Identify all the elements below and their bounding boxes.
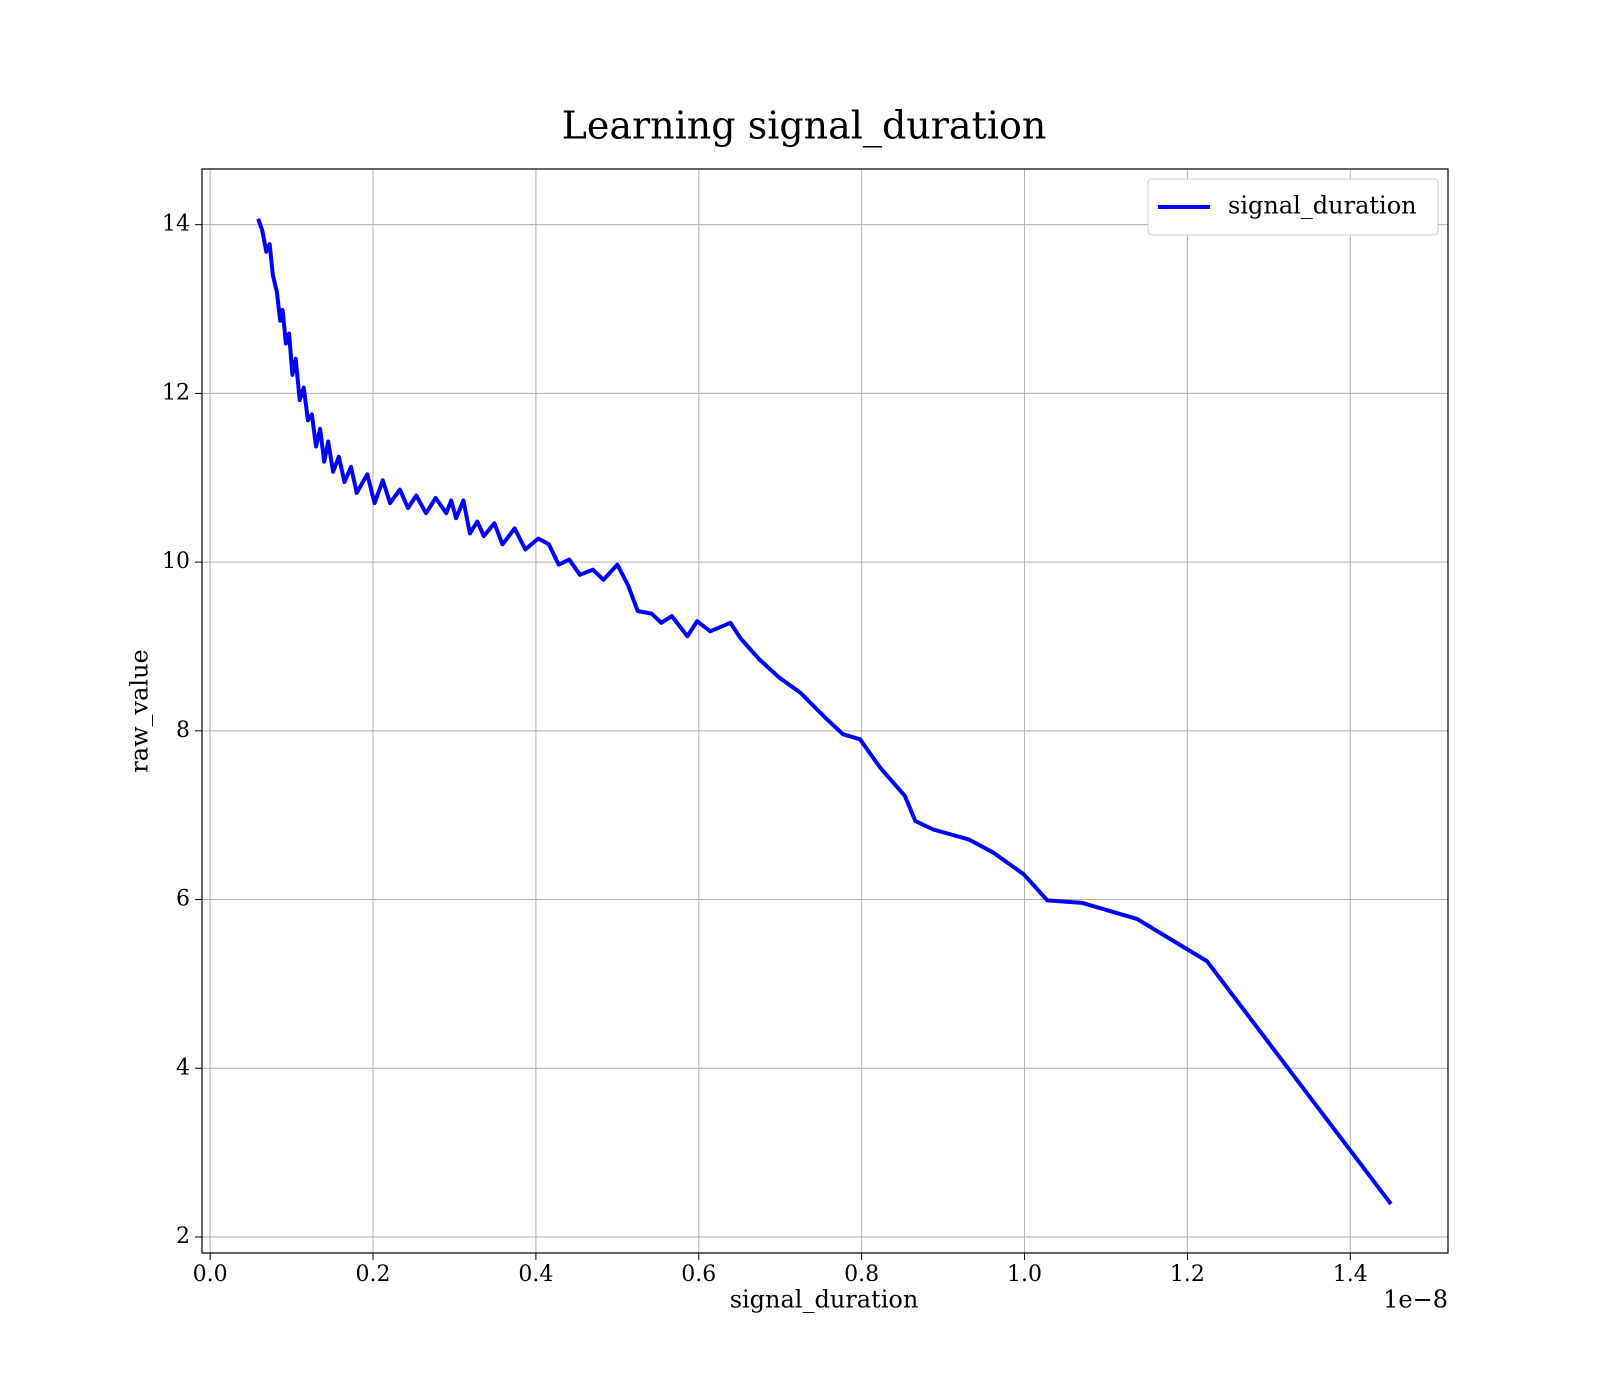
x-tick-label: 1.4 — [1333, 1262, 1368, 1287]
x-tick-label: 1.0 — [1007, 1262, 1042, 1287]
y-tick-label: 2 — [176, 1224, 190, 1249]
x-tick-label: 0.0 — [193, 1262, 228, 1287]
y-tick-label: 4 — [176, 1055, 190, 1080]
y-tick-label: 12 — [162, 380, 190, 405]
x-tick-label: 0.6 — [681, 1262, 716, 1287]
legend-box — [1147, 178, 1439, 236]
x-tick-label: 0.4 — [518, 1262, 553, 1287]
y-axis-label: raw_value — [126, 649, 154, 773]
x-tick-label: 1.2 — [1170, 1262, 1205, 1287]
legend: signal_duration — [1147, 178, 1439, 236]
y-tick-label: 10 — [162, 549, 190, 574]
legend-label: signal_duration — [1228, 192, 1417, 220]
line — [256, 218, 1393, 1206]
y-tick-label: 14 — [162, 212, 190, 237]
x-tick-label: 0.8 — [844, 1262, 879, 1287]
plot-frame — [201, 168, 1449, 1254]
y-tick-label: 6 — [176, 887, 190, 912]
y-tick-label: 8 — [176, 718, 190, 743]
x-offset-label: 1e−8 — [1383, 1286, 1448, 1314]
x-axis-label: signal_duration — [730, 1286, 919, 1314]
chart-title: Learning signal_duration — [562, 104, 1047, 149]
x-tick-label: 0.2 — [356, 1262, 391, 1287]
